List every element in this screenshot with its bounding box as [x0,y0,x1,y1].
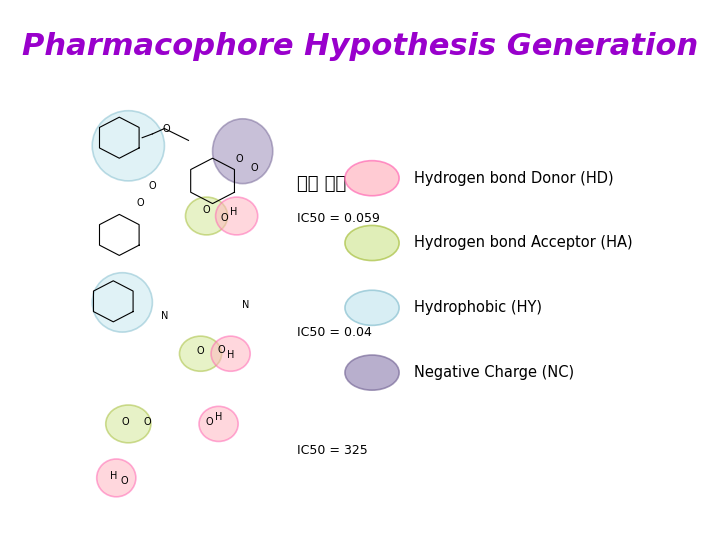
Ellipse shape [199,406,238,442]
Text: O: O [221,213,228,223]
Text: O: O [163,124,170,133]
Text: H: H [215,413,222,422]
Ellipse shape [345,290,399,325]
Text: O: O [251,164,258,173]
Text: O: O [144,417,151,427]
Text: IC50 = 0.04: IC50 = 0.04 [297,326,372,339]
Text: O: O [120,476,128,485]
Text: Hydrogen bond Donor (HD): Hydrogen bond Donor (HD) [414,171,613,186]
Text: O: O [122,417,129,427]
Ellipse shape [345,160,399,195]
Text: N: N [161,311,168,321]
Text: O: O [137,198,144,207]
Text: O: O [148,181,156,191]
Ellipse shape [92,273,153,332]
Text: Pharmacophore Hypothesis Generation: Pharmacophore Hypothesis Generation [22,32,698,62]
Text: O: O [197,346,204,356]
Text: O: O [203,205,210,214]
Text: Hydrophobic (HY): Hydrophobic (HY) [414,300,542,315]
Ellipse shape [92,111,164,181]
Ellipse shape [96,459,136,497]
Text: O: O [217,345,225,355]
Text: IC50 = 325: IC50 = 325 [297,444,368,457]
Ellipse shape [211,336,250,372]
Ellipse shape [215,197,258,235]
Text: N: N [242,300,249,310]
Ellipse shape [345,355,399,390]
Ellipse shape [179,336,222,372]
Text: H: H [227,350,234,360]
Text: H: H [109,471,117,481]
Text: O: O [236,154,243,164]
Text: O: O [206,417,213,427]
Ellipse shape [186,197,228,235]
Text: Hydrogen bond Acceptor (HA): Hydrogen bond Acceptor (HA) [414,235,633,251]
Text: Negative Charge (NC): Negative Charge (NC) [414,365,575,380]
Text: H: H [230,207,238,217]
Ellipse shape [212,119,273,184]
Ellipse shape [345,226,399,261]
Text: 높게 활동: 높게 활동 [297,174,346,193]
Ellipse shape [106,405,151,443]
Text: IC50 = 0.059: IC50 = 0.059 [297,212,379,225]
